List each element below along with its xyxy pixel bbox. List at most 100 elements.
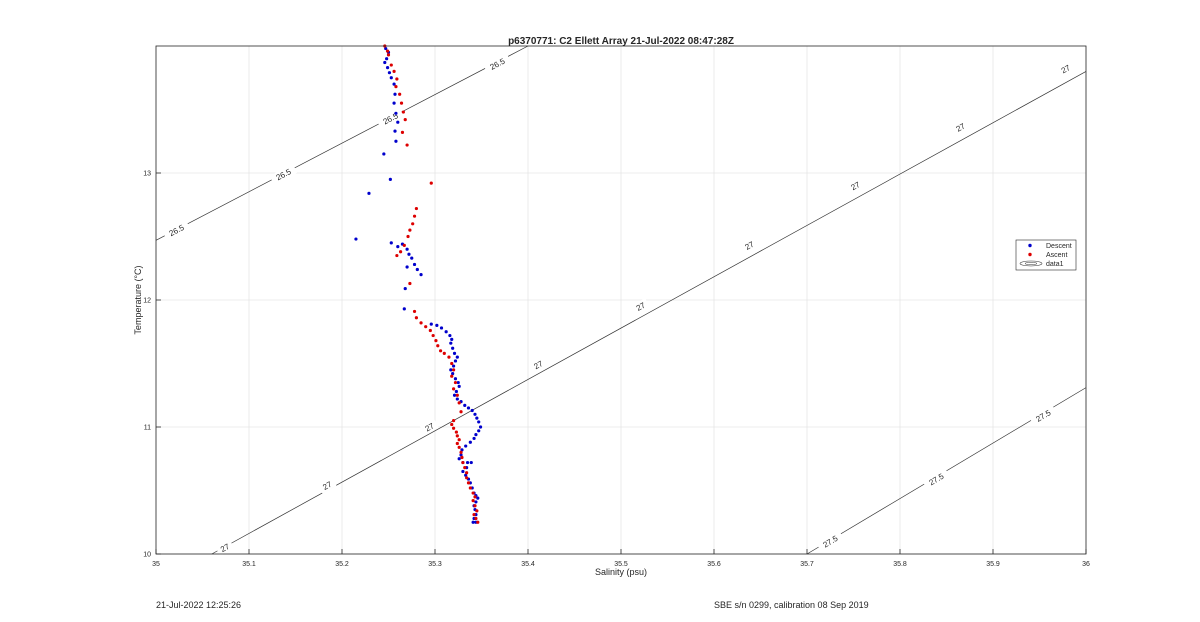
ascent-point — [405, 143, 409, 147]
ascent-point — [438, 349, 443, 353]
descent-point — [394, 139, 398, 143]
ascent-point — [471, 491, 475, 495]
ascent-point — [447, 355, 451, 359]
contour-label-bg — [1056, 60, 1075, 78]
descent-point — [473, 412, 477, 416]
descent-point — [385, 65, 390, 70]
ascent-point — [428, 328, 432, 333]
descent-point — [415, 267, 419, 272]
contour-label-bg — [816, 530, 844, 553]
x-tick-label: 35.7 — [800, 561, 814, 568]
descent-point — [388, 177, 392, 181]
descent-point — [384, 46, 388, 51]
descent-point — [457, 457, 461, 461]
contour-label-bg — [215, 539, 235, 556]
ascent-point — [398, 92, 402, 96]
descent-point — [393, 129, 397, 133]
contour-label-bg — [528, 356, 548, 374]
descent-point — [464, 473, 468, 477]
chart-title: p6370771: C2 Ellett Array 21-Jul-2022 08… — [508, 36, 734, 47]
descent-point — [367, 191, 371, 195]
descent-point — [410, 256, 414, 260]
y-axis-ticks: 10 11 12 13 — [143, 171, 161, 559]
contour-label-bg — [951, 119, 970, 136]
contour-label-bg — [483, 53, 512, 75]
ascent-point — [476, 520, 480, 524]
legend-ascent-marker — [1028, 252, 1032, 257]
descent-point — [394, 111, 398, 115]
ascent-point — [455, 441, 459, 446]
descent-point — [354, 237, 358, 241]
descent-point — [387, 71, 392, 75]
legend-ascent-label: Ascent — [1046, 252, 1067, 259]
descent-point — [405, 265, 409, 269]
y-tick-label: 10 — [143, 552, 151, 559]
ascent-point — [389, 63, 393, 67]
contour-label-bg — [162, 219, 191, 241]
x-tick-label: 35.2 — [335, 561, 349, 568]
ascent-point — [452, 368, 456, 372]
legend-box — [1015, 239, 1077, 271]
descent-point — [455, 355, 459, 359]
descent-point — [396, 245, 400, 249]
descent-point — [453, 359, 458, 363]
descent-point — [460, 448, 464, 452]
footer-calibration: SBE s/n 0299, calibration 08 Sep 2019 — [714, 600, 869, 610]
ascent-point — [408, 281, 412, 286]
ascent-point — [392, 69, 396, 73]
contour-label-bg — [922, 468, 950, 491]
descent-point — [465, 460, 470, 465]
x-tick-label: 35.8 — [893, 561, 907, 568]
descent-point — [474, 500, 478, 504]
descent-point — [392, 82, 396, 86]
descent-point — [419, 273, 423, 277]
ascent-point — [474, 516, 478, 521]
descent-point — [478, 425, 483, 429]
x-tick-label: 35.4 — [521, 561, 535, 568]
data-series — [354, 44, 483, 524]
ascent-point — [412, 309, 417, 314]
descent-point — [444, 330, 448, 334]
ascent-point — [398, 250, 403, 254]
y-tick-label: 13 — [143, 171, 151, 178]
contour-label-bg — [317, 477, 337, 494]
ascent-point — [402, 243, 406, 247]
descent-point — [449, 368, 453, 372]
ascent-point — [442, 351, 446, 355]
ascent-point — [414, 316, 418, 320]
ascent-point — [411, 222, 415, 226]
descent-point — [456, 380, 460, 385]
descent-point — [452, 351, 457, 355]
descent-point — [470, 408, 474, 413]
ascent-point — [450, 422, 454, 427]
y-tick-label: 11 — [144, 425, 151, 432]
footer-timestamp: 21-Jul-2022 12:25:26 — [156, 600, 242, 610]
ascent-point — [457, 445, 461, 449]
contour-label-bg — [739, 237, 759, 254]
ascent-point — [452, 426, 456, 430]
descent-point — [405, 247, 409, 251]
x-axis-label: Salinity (psu) — [595, 567, 647, 577]
ascent-point — [459, 410, 463, 414]
ascent-point — [424, 325, 428, 329]
legend-data1-marker-inner — [1024, 262, 1038, 265]
ascent-point — [408, 228, 412, 232]
descent-point — [469, 460, 473, 465]
descent-point — [468, 440, 472, 444]
ascent-point — [463, 466, 467, 470]
series-descent — [354, 46, 483, 524]
descent-point — [455, 397, 459, 401]
ascent-point — [454, 430, 458, 434]
ascent-point — [450, 374, 454, 378]
x-tick-label: 35 — [152, 561, 160, 568]
legend-data1-label: data1 — [1046, 261, 1064, 268]
ascent-point — [461, 460, 465, 465]
descent-point — [477, 420, 481, 424]
descent-point — [407, 252, 411, 256]
ascent-point — [475, 509, 479, 513]
ascent-point — [412, 214, 417, 218]
descent-point — [453, 377, 458, 381]
descent-point — [402, 307, 406, 311]
x-tick-label: 35.5 — [614, 561, 628, 568]
